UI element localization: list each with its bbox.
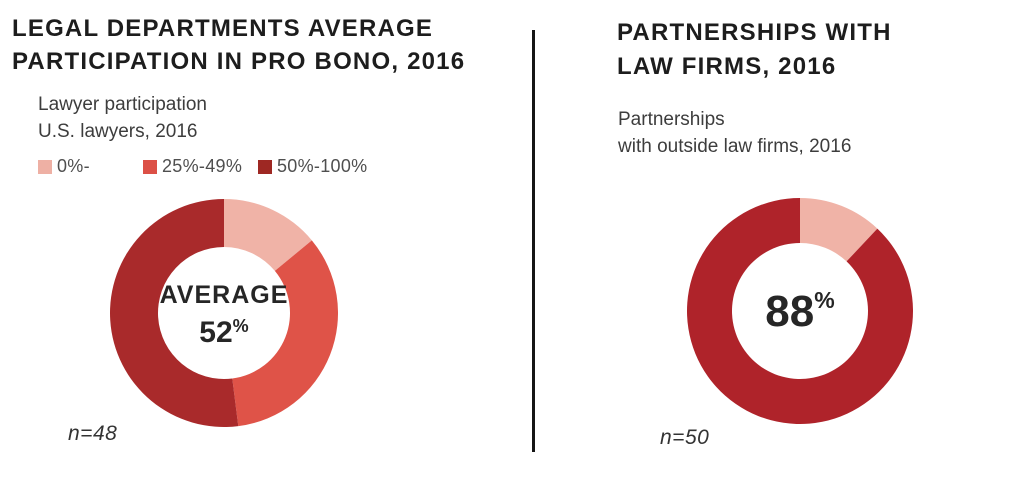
right-sample-size: n=50 xyxy=(660,426,710,449)
percent-sign: % xyxy=(814,287,835,313)
left-sample-size: n=48 xyxy=(68,422,118,445)
legend-swatch-icon xyxy=(38,159,52,174)
right-donut-center-text: 88% xyxy=(700,276,900,336)
legend-swatch-icon xyxy=(143,159,157,174)
legend-item-0%-: 0%- xyxy=(38,156,90,177)
left-chart-subtitle: Lawyer participation U.S. lawyers, 2016 xyxy=(38,91,207,145)
legend-label: 0%- xyxy=(57,156,90,176)
right-chart-subtitle: Partnerships with outside law firms, 201… xyxy=(618,106,851,160)
donut-segment-0%- xyxy=(224,199,312,271)
right-chart-subtitle-line2: with outside law firms, 2016 xyxy=(618,136,852,157)
percent-sign: % xyxy=(232,316,249,336)
left-chart-legend: 0%- 25%-49% 50%-100% xyxy=(0,156,520,176)
legend-label: 25%-49% xyxy=(162,156,243,176)
left-chart-title-line1: LEGAL DEPARTMENTS AVERAGE xyxy=(12,15,434,42)
left-donut-center-text: AVERAGE 52% xyxy=(124,281,324,350)
left-chart-subtitle-line1: Lawyer participation xyxy=(38,94,207,115)
donut-segment-12pct xyxy=(800,198,878,262)
left-chart-subtitle-line2: U.S. lawyers, 2016 xyxy=(38,121,198,142)
legend-swatch-icon xyxy=(258,159,272,174)
right-chart-title-line2: LAW FIRMS, 2016 xyxy=(617,53,837,80)
donut-segment-25%-49% xyxy=(232,240,338,427)
left-donut-center-value: 52% xyxy=(199,316,249,349)
donut-segment-88pct xyxy=(687,198,913,424)
left-donut-chart xyxy=(110,199,338,427)
legend-item-25%-49%: 25%-49% xyxy=(143,156,242,177)
left-chart-title-line2: PARTICIPATION IN PRO BONO, 2016 xyxy=(12,48,466,75)
left-chart-title: LEGAL DEPARTMENTS AVERAGE PARTICIPATION … xyxy=(12,12,465,78)
legend-label: 50%-100% xyxy=(277,156,368,176)
right-chart-subtitle-line1: Partnerships xyxy=(618,109,725,130)
right-chart-title-line1: PARTNERSHIPS WITH xyxy=(617,19,892,46)
vertical-divider xyxy=(532,30,535,452)
right-donut-chart xyxy=(687,198,913,424)
right-donut-center-value: 88% xyxy=(765,287,835,336)
right-chart-title: PARTNERSHIPS WITH LAW FIRMS, 2016 xyxy=(617,16,892,84)
left-donut-center-label: AVERAGE xyxy=(159,281,289,309)
donut-segment-50%-100% xyxy=(110,199,239,427)
legend-item-50%-100%: 50%-100% xyxy=(258,156,367,177)
